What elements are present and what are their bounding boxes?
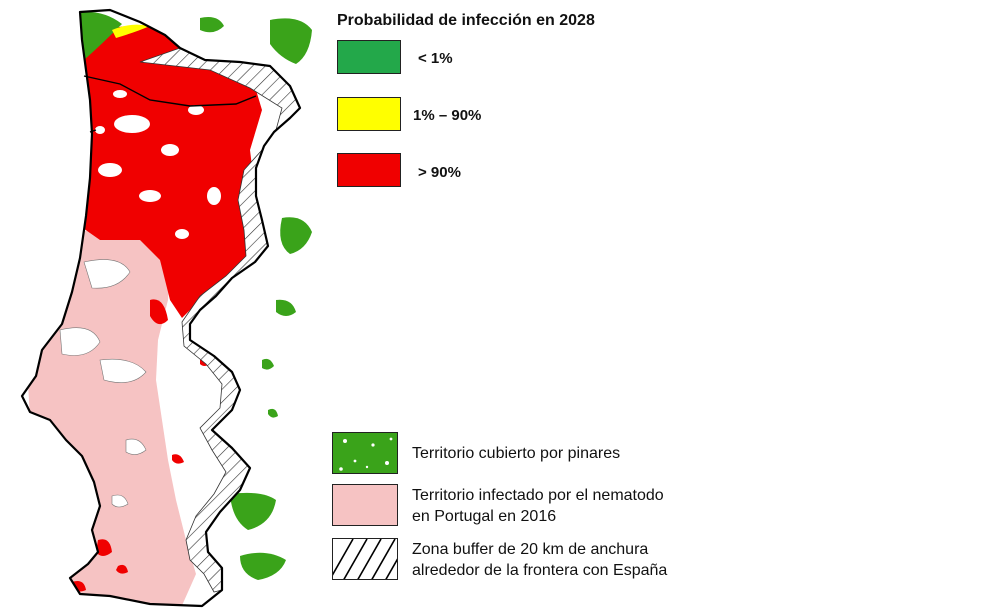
legend-label-buffer-line2: alrededor de la frontera con España: [412, 562, 668, 579]
portugal-map: [20, 8, 312, 608]
hatch-pattern-icon: [333, 539, 397, 579]
high-probability-area: [80, 25, 262, 318]
portugal-border: [20, 8, 302, 608]
legend-label-infected-line2: en Portugal en 2016: [412, 508, 557, 525]
legend-label-medium: 1% – 90%: [413, 107, 482, 124]
pine-texture-icon: [333, 433, 397, 473]
legend-label-low: < 1%: [418, 50, 453, 67]
pink-gaps: [59, 259, 147, 508]
legend-label-buffer: Zona buffer de 20 km de anchura alrededo…: [412, 539, 667, 581]
spain-pine-patches: [200, 17, 312, 580]
legend-swatch-high: [337, 153, 401, 187]
legend-label-high: > 90%: [418, 164, 461, 181]
legend-swatch-low: [337, 40, 401, 74]
legend-label-buffer-line1: Zona buffer de 20 km de anchura: [412, 541, 649, 558]
legend-swatch-buffer: [332, 538, 398, 580]
legend-swatch-medium: [337, 97, 401, 131]
legend-swatch-infected: [332, 484, 398, 526]
uninfected-speckles: [95, 90, 221, 239]
district-lines: [83, 75, 257, 133]
legend-label-pine: Territorio cubierto por pinares: [412, 445, 621, 462]
legend-label-infected: Territorio infectado por el nematodo en …: [412, 485, 664, 527]
legend-title: Probabilidad de infección en 2028: [337, 12, 595, 29]
legend-label-infected-line1: Territorio infectado por el nematodo: [412, 487, 664, 504]
legend-swatch-pine: [332, 432, 398, 474]
